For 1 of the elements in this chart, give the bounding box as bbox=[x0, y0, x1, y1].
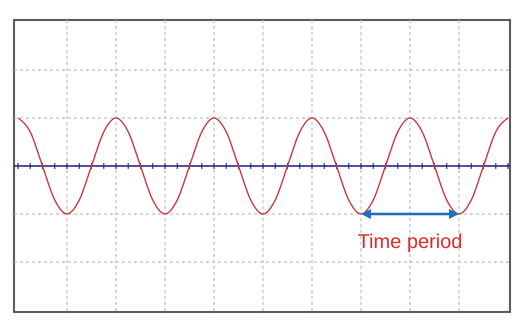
text: Time period bbox=[358, 231, 462, 254]
